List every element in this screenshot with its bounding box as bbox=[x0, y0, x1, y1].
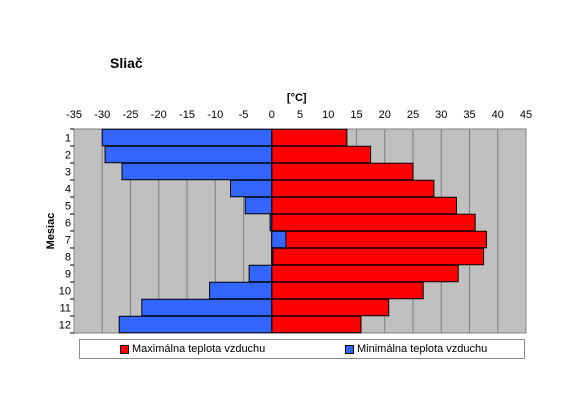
bar-max bbox=[271, 179, 435, 198]
y-tick-label: 4 bbox=[65, 184, 71, 196]
bar-max bbox=[271, 196, 458, 215]
x-tick-label: -25 bbox=[123, 109, 139, 121]
bar-min bbox=[271, 247, 274, 266]
y-tick-label: 12 bbox=[59, 320, 71, 332]
x-tick-label: 30 bbox=[435, 109, 447, 121]
bar-min bbox=[118, 315, 273, 334]
legend: Maximálna teplota vzduchu Minimálna tepl… bbox=[79, 339, 525, 359]
x-tick-label: 40 bbox=[492, 109, 504, 121]
y-axis-label: Mesiac bbox=[45, 213, 57, 250]
bar-min bbox=[269, 213, 273, 232]
bar-max bbox=[271, 264, 459, 283]
bar-max bbox=[271, 145, 372, 164]
x-tick-label: -30 bbox=[94, 109, 110, 121]
bar-min bbox=[121, 162, 273, 181]
x-tick-label: 35 bbox=[463, 109, 475, 121]
bar-max bbox=[271, 281, 424, 300]
x-axis-label: [°C] bbox=[287, 92, 307, 104]
legend-swatch-max bbox=[120, 344, 129, 354]
bar-max bbox=[271, 213, 476, 232]
bar-max bbox=[271, 162, 414, 181]
legend-item-max: Maximálna teplota vzduchu bbox=[120, 343, 265, 355]
bar-min bbox=[244, 196, 273, 215]
y-tick-label: 6 bbox=[65, 218, 71, 230]
bar-min bbox=[141, 298, 273, 317]
bar-min bbox=[248, 264, 273, 283]
bar-max bbox=[271, 230, 487, 249]
bar-min bbox=[271, 230, 287, 249]
x-tick-label: 0 bbox=[269, 109, 275, 121]
x-tick-label: -10 bbox=[207, 109, 223, 121]
bar-max bbox=[271, 247, 485, 266]
bar-min bbox=[104, 145, 273, 164]
legend-item-min: Minimálna teplota vzduchu bbox=[345, 343, 487, 355]
y-tick-label: 7 bbox=[65, 235, 71, 247]
x-tick-label: 45 bbox=[520, 109, 532, 121]
y-tick-label: 3 bbox=[65, 167, 71, 179]
y-tick-label: 9 bbox=[65, 269, 71, 281]
x-tick-labels: -35 -30 -25 -20 -15 -10 -5 0 5 10 15 20 25 30 35 40 45 bbox=[66, 109, 532, 121]
bar-max bbox=[271, 128, 348, 147]
bar-min bbox=[230, 179, 273, 198]
x-tick-label: 25 bbox=[407, 109, 419, 121]
y-tick-label: 10 bbox=[59, 286, 71, 298]
y-tick-label: 5 bbox=[65, 201, 71, 213]
x-tick-label: 10 bbox=[322, 109, 334, 121]
y-tick-label: 11 bbox=[60, 303, 71, 315]
y-tick-label: 8 bbox=[65, 252, 71, 264]
x-tick-label: -15 bbox=[179, 109, 195, 121]
x-tick-label: 5 bbox=[297, 109, 303, 121]
legend-label-max: Maximálna teplota vzduchu bbox=[132, 343, 266, 355]
bar-max bbox=[271, 315, 362, 334]
x-tick-label: -5 bbox=[239, 109, 249, 121]
legend-label-min: Minimálna teplota vzduchu bbox=[357, 343, 488, 355]
x-tick-label: 20 bbox=[379, 109, 391, 121]
legend-swatch-min bbox=[345, 344, 354, 354]
y-tick-label: 1 bbox=[65, 133, 71, 145]
x-tick-label: -20 bbox=[151, 109, 167, 121]
bar-series bbox=[101, 128, 487, 334]
bar-min bbox=[209, 281, 273, 300]
bar-max bbox=[271, 298, 390, 317]
x-tick-label: 15 bbox=[350, 109, 362, 121]
x-tick-label: -35 bbox=[66, 109, 82, 121]
chart-title: Sliač bbox=[110, 55, 143, 71]
y-tick-label: 2 bbox=[65, 150, 71, 162]
bar-min bbox=[101, 128, 273, 147]
